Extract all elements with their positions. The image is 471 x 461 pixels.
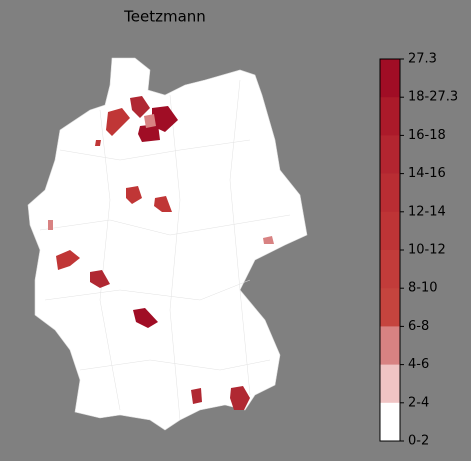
highlighted-districts bbox=[48, 96, 274, 410]
district-borders bbox=[39, 79, 291, 421]
district bbox=[138, 124, 160, 142]
germany-map bbox=[27, 57, 308, 431]
colorbar-label: 16-18 bbox=[408, 128, 446, 143]
colorbar-segment bbox=[380, 288, 400, 327]
colorbar-segment bbox=[380, 135, 400, 174]
colorbar: 27.3 18-27.3 16-18 14-16 12-14 10-12 8-10 6-8 4-… bbox=[379, 52, 458, 449]
colorbar-label: 8-10 bbox=[408, 281, 438, 296]
colorbar-segment bbox=[380, 59, 400, 98]
district bbox=[48, 220, 53, 230]
district bbox=[230, 386, 250, 410]
colorbar-segment bbox=[380, 364, 400, 404]
district bbox=[144, 114, 156, 128]
colorbar-label: 0-2 bbox=[408, 434, 429, 449]
map-title: Teetzmann bbox=[123, 8, 206, 26]
country-outline bbox=[27, 57, 308, 431]
colorbar-label: 12-14 bbox=[408, 204, 446, 219]
colorbar-label: 10-12 bbox=[408, 243, 446, 258]
district bbox=[263, 236, 274, 244]
district bbox=[133, 308, 158, 328]
district bbox=[90, 270, 110, 288]
colorbar-segment bbox=[380, 173, 400, 213]
district bbox=[95, 140, 101, 146]
colorbar-segment bbox=[380, 402, 400, 442]
district bbox=[126, 186, 142, 204]
colorbar-segment bbox=[380, 250, 400, 289]
colorbar-label: 2-4 bbox=[408, 395, 429, 410]
district bbox=[56, 250, 80, 270]
district bbox=[152, 106, 178, 132]
colorbar-label: 18-27.3 bbox=[408, 90, 458, 105]
colorbar-label: 27.3 bbox=[408, 52, 437, 67]
colorbar-segment bbox=[380, 97, 400, 136]
district bbox=[130, 96, 150, 118]
colorbar-label: 6-8 bbox=[408, 319, 429, 334]
colorbar-segment bbox=[380, 211, 400, 251]
colorbar-label: 4-6 bbox=[408, 357, 429, 372]
colorbar-segment bbox=[380, 326, 400, 365]
district bbox=[154, 196, 172, 212]
district bbox=[106, 108, 130, 136]
colorbar-label: 14-16 bbox=[408, 166, 446, 181]
district bbox=[191, 388, 202, 404]
